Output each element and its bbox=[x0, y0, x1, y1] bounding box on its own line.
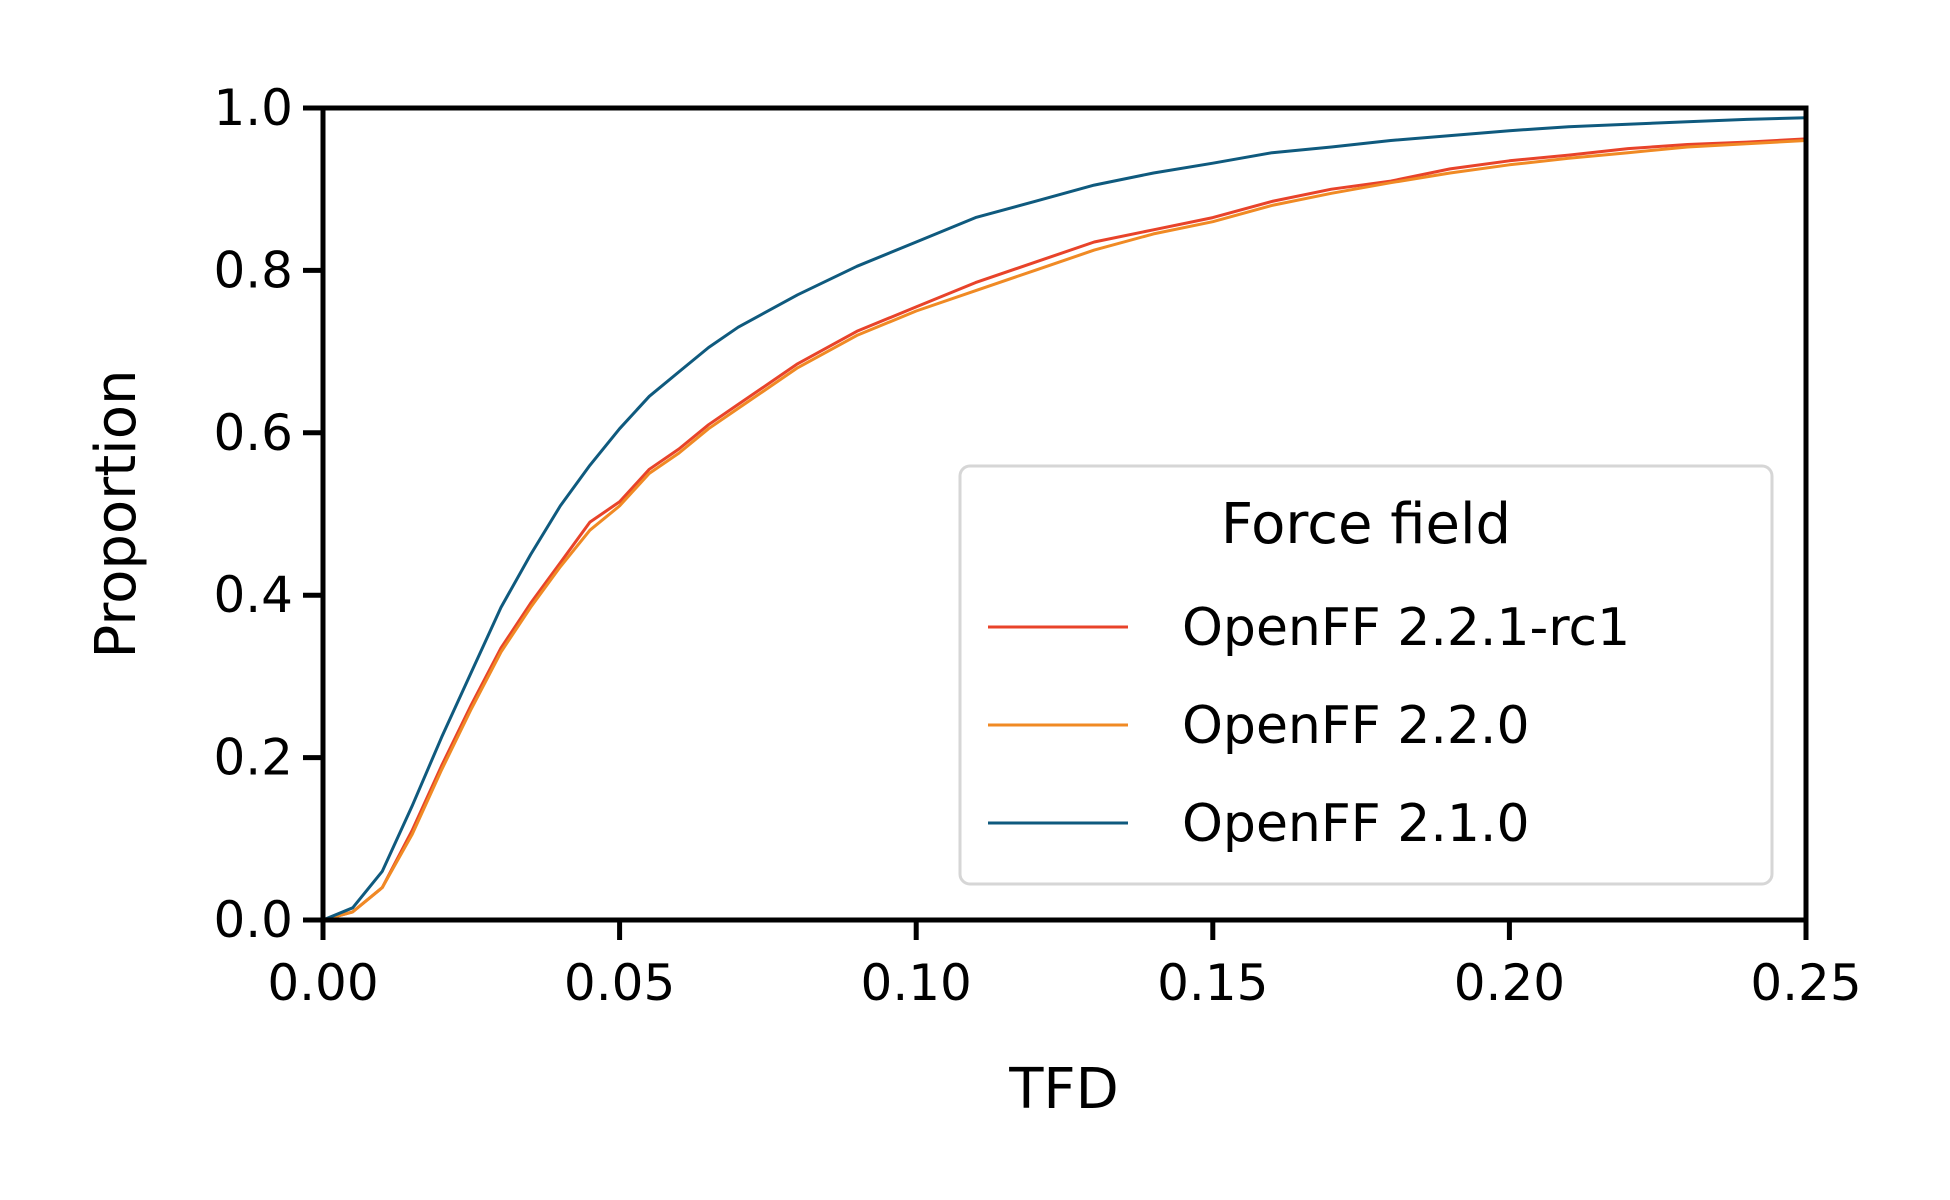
x-tick-label: 0.10 bbox=[861, 954, 972, 1012]
plot-frame bbox=[320, 105, 1809, 923]
series-line-2 bbox=[322, 116, 1807, 922]
y-tick-label: 1.0 bbox=[213, 79, 293, 137]
legend-entry-label: OpenFF 2.2.0 bbox=[1182, 696, 1530, 756]
y-axis-ticks: 0.0 0.2 0.4 0.6 0.8 1.0 bbox=[213, 79, 323, 949]
y-tick-label: 0.6 bbox=[213, 404, 293, 462]
legend: Force field OpenFF 2.2.1-rc1 OpenFF 2.2.0… bbox=[958, 464, 1774, 886]
legend-entry-label: OpenFF 2.1.0 bbox=[1182, 794, 1530, 854]
legend-title: Force field bbox=[1221, 492, 1511, 557]
x-axis-label: TFD bbox=[1008, 1057, 1119, 1122]
x-tick-label: 0.00 bbox=[267, 954, 378, 1012]
legend-box bbox=[958, 464, 1774, 886]
plot-lines bbox=[322, 116, 1807, 922]
y-tick-label: 0.8 bbox=[213, 241, 293, 299]
series-line-1 bbox=[322, 139, 1807, 922]
y-tick-label: 0.4 bbox=[213, 566, 293, 624]
y-tick-label: 0.0 bbox=[213, 891, 293, 949]
legend-entry-label: OpenFF 2.2.1-rc1 bbox=[1182, 598, 1630, 658]
x-tick-label: 0.15 bbox=[1157, 954, 1268, 1012]
y-tick-label: 0.2 bbox=[213, 729, 293, 787]
x-axis-ticks: 0.00 0.05 0.10 0.15 0.20 0.25 bbox=[267, 920, 1862, 1012]
x-tick-label: 0.20 bbox=[1454, 954, 1565, 1012]
x-tick-label: 0.25 bbox=[1750, 954, 1861, 1012]
y-axis-label: Proportion bbox=[84, 370, 149, 659]
legend-entries: OpenFF 2.2.1-rc1 OpenFF 2.2.0 OpenFF 2.1.0 bbox=[988, 598, 1630, 854]
series-line-0 bbox=[322, 137, 1807, 922]
x-tick-label: 0.05 bbox=[564, 954, 675, 1012]
